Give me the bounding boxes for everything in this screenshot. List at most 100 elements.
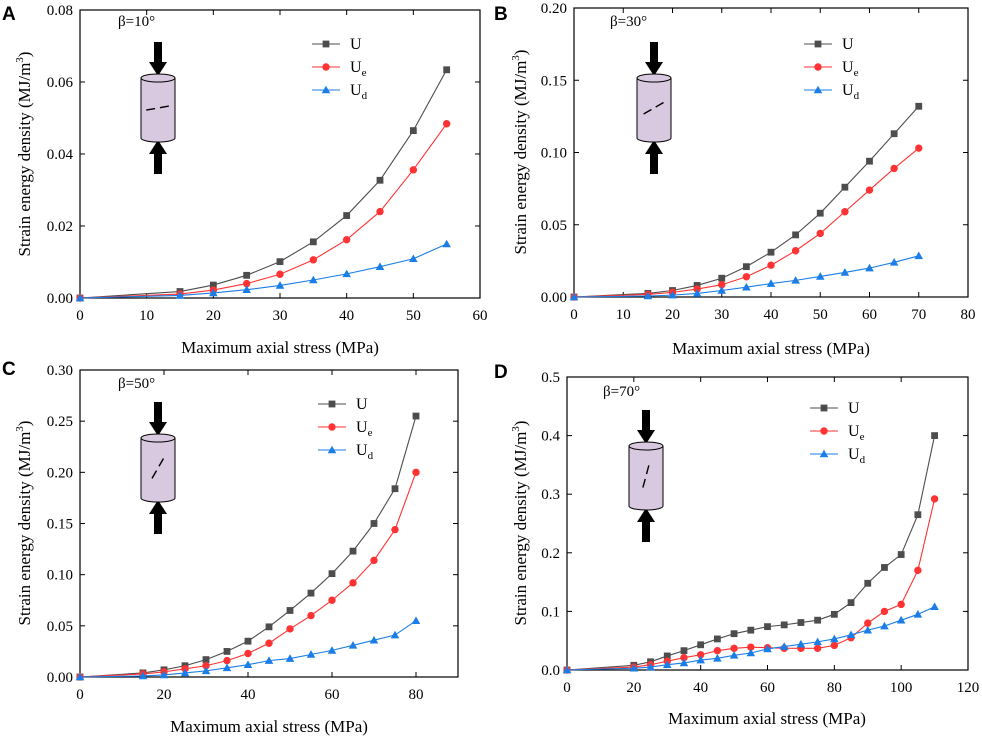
legend-label-main: U [842,59,854,76]
data-point [696,655,705,664]
y-axis-title-close: ) [15,421,34,427]
series-ud [75,616,421,681]
beta-label: β=10° [118,14,155,30]
legend-entry-ud: Ud [804,82,860,102]
y-tick-label: 0.3 [541,487,560,503]
y-axis-title-superscript: 3 [14,57,26,63]
data-point [814,616,822,624]
y-tick-label: 0.00 [541,290,567,306]
data-point [746,648,756,657]
y-axis-title-main: Strain energy density (MJ/m [511,432,530,626]
x-tick-label: 20 [626,680,641,696]
fracture-flaw-line [146,107,156,111]
series-line-ue [79,123,448,299]
legend-label: Ue [356,419,373,439]
legend-entry-u: U [810,400,860,417]
legend-label-subscript: d [362,90,368,102]
series-u [563,432,938,674]
legend-marker [819,449,829,458]
specimen-schematic [140,402,176,534]
data-point [847,599,855,607]
specimen-schematic [636,42,672,174]
data-point [209,281,217,289]
data-point [713,653,722,662]
data-point [209,288,218,297]
data-point [369,635,379,644]
legend-label-main: U [356,396,368,413]
y-axis-title-main: Strain energy density (MJ/m [15,432,34,626]
series-ue [570,144,923,301]
y-axis-title-main: Strain energy density (MJ/m [511,61,530,255]
x-tick-label: 40 [693,680,708,696]
x-tick-label: 60 [862,307,877,323]
data-point [343,212,351,219]
legend-label-subscript: d [854,90,860,102]
data-point [349,579,357,587]
panel-letter: C [2,359,16,380]
y-axis-title: Strain energy density (MJ/m3) [510,50,530,255]
specimen-top-face [140,433,176,443]
y-axis-title-superscript: 3 [14,426,26,432]
legend-label-main: U [842,36,854,53]
specimen-body [636,77,672,143]
data-point [693,285,701,293]
data-point [846,630,856,639]
chart-panel-d: 0 20 40 60 80 100 120 0.0 0.1 0.2 0.3 0.4 0.5 Maximum… [494,362,979,728]
y-tick-label: 0.2 [541,546,560,562]
y-tick-label: 0.05 [541,218,567,234]
legend-label-subscript: d [368,450,374,462]
data-point [412,468,420,477]
data-point [409,127,417,134]
x-tick-label: 0 [563,680,571,696]
beta-label: β=70° [603,384,640,400]
x-tick-label: 80 [409,687,424,703]
legend-entry-ue: Ue [312,59,367,79]
x-tick-label: 80 [961,307,976,323]
legend-marker [322,63,330,71]
data-point [223,656,231,665]
y-tick-label: 0.0 [541,663,560,679]
y-tick-label: 0.00 [47,670,73,686]
beta-label: β=50° [118,376,155,392]
chart-panel-a: 0 10 20 30 40 50 60 0.00 0.02 0.04 0.06 0.08 Maximum… [2,3,488,357]
top-arrow-shaft [650,42,658,64]
y-axis-title: Strain energy density (MJ/m3) [14,52,34,257]
series-ud [569,251,924,301]
data-point [697,641,705,649]
data-point [391,485,399,493]
data-point [342,269,351,278]
fracture-flaw-line [159,105,169,109]
data-point [243,271,251,279]
data-point [730,630,738,638]
data-point [376,176,384,184]
bottom-arrow-shaft [154,152,162,174]
legend-marker [322,40,330,48]
y-tick-label: 0.08 [47,3,73,19]
data-point [747,643,755,651]
legend-marker [814,40,822,48]
data-point [880,607,889,616]
x-axis-title: Maximum axial stress (MPa) [170,717,368,736]
legend-label-main: U [350,59,362,76]
data-point [663,652,671,660]
fracture-flaw-line [642,478,646,488]
x-tick-label: 30 [273,308,288,324]
y-tick-label: 0.15 [541,73,567,89]
legend-marker [328,400,336,408]
legend-entry-u: U [318,396,368,413]
y-tick-label: 0.02 [47,219,73,235]
fracture-flaw-line [643,108,652,115]
fracture-flaw-line [655,101,664,108]
series-line-u [79,69,448,299]
data-point [569,292,579,301]
data-point [815,272,825,280]
specimen-body [140,77,176,143]
data-point [841,183,849,191]
data-point [202,656,210,664]
legend-label: Ue [842,59,859,79]
specimen-body [628,445,664,511]
legend-marker [328,423,336,431]
data-point [276,270,284,278]
